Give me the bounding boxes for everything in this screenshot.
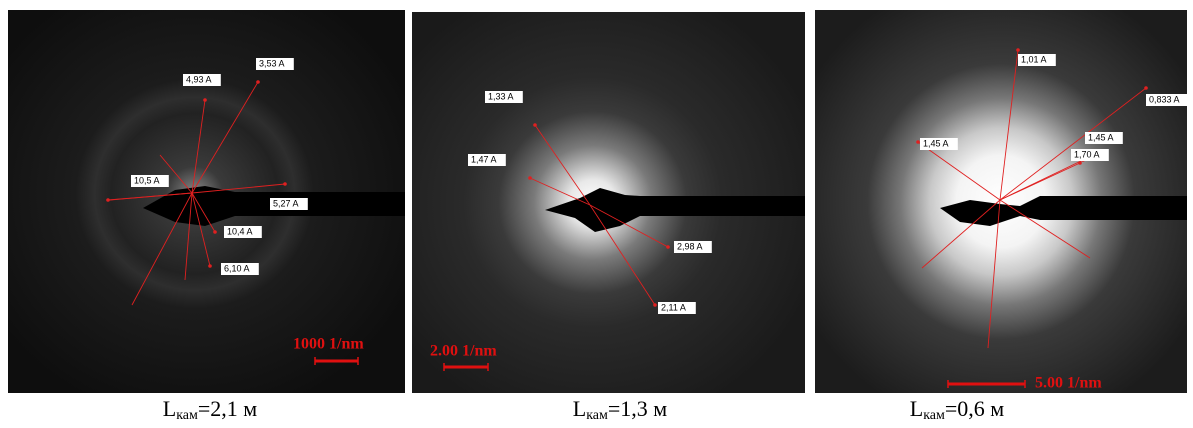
reflection-marker [256, 80, 260, 84]
diffraction-panel: 4,93 A 3,53 A 10,5 A 5,27 A 10,4 A 6,10 A 1000… [8, 10, 405, 423]
caption-rest: =0,6 м [945, 396, 1004, 421]
scale-bar-label: 2.00 1/nm [430, 343, 497, 360]
d-spacing-label: 10,5 A [134, 175, 160, 185]
caption-main: L [910, 396, 923, 421]
caption-main: L [163, 396, 176, 421]
reflection-marker [203, 98, 207, 102]
reflection-marker [653, 303, 657, 307]
d-spacing-label: 0,833 A [1149, 94, 1180, 104]
caption-subscript: кам [586, 408, 608, 423]
reflection-marker [1016, 48, 1020, 52]
figure: 4,93 A 3,53 A 10,5 A 5,27 A 10,4 A 6,10 A 1000… [0, 0, 1193, 428]
reflection-marker [208, 264, 212, 268]
d-spacing-label: 1,33 A [488, 91, 514, 101]
reflection-marker [1078, 161, 1082, 165]
diffraction-panel: 1,01 A 0,833 A 1,45 A 1,45 A 1,70 A 5.00 1/nm… [815, 10, 1189, 423]
caption-rest: =2,1 м [198, 396, 257, 421]
d-spacing-label: 1,01 A [1021, 54, 1047, 64]
caption-subscript: кам [176, 408, 198, 423]
d-spacing-label: 5,27 A [273, 198, 299, 208]
reflection-marker [213, 230, 217, 234]
caption-subscript: кам [923, 408, 945, 423]
caption-rest: =1,3 м [608, 396, 667, 421]
reflection-marker [916, 140, 920, 144]
reflection-marker [106, 198, 110, 202]
scale-bar-label: 5.00 1/nm [1035, 375, 1102, 392]
panels: 4,93 A 3,53 A 10,5 A 5,27 A 10,4 A 6,10 A 1000… [8, 10, 1189, 423]
scale-bar-label: 1000 1/nm [293, 336, 364, 353]
caption: Lкам=1,3 м [573, 396, 668, 423]
d-spacing-label: 2,98 A [677, 241, 703, 251]
reflection-marker [1144, 86, 1148, 90]
d-spacing-label: 4,93 A [186, 74, 212, 84]
caption: Lкам=2,1 м [163, 396, 258, 423]
d-spacing-label: 1,47 A [471, 154, 497, 164]
caption-main: L [573, 396, 586, 421]
reflection-marker [283, 182, 287, 186]
d-spacing-label: 2,11 A [661, 302, 686, 312]
d-spacing-label: 3,53 A [259, 58, 285, 68]
d-spacing-label: 1,45 A [1088, 132, 1114, 142]
reflection-marker [528, 176, 532, 180]
caption: Lкам=0,6 м [910, 396, 1005, 423]
reflection-marker [533, 123, 537, 127]
d-spacing-label: 1,45 A [923, 138, 949, 148]
diffraction-panel: 1,33 A 1,47 A 2,98 A 2,11 A 2.00 1/nm Lкам=1,… [412, 12, 805, 423]
d-spacing-label: 1,70 A [1074, 149, 1100, 159]
d-spacing-label: 10,4 A [227, 226, 253, 236]
reflection-marker [666, 245, 670, 249]
d-spacing-label: 6,10 A [224, 263, 250, 273]
